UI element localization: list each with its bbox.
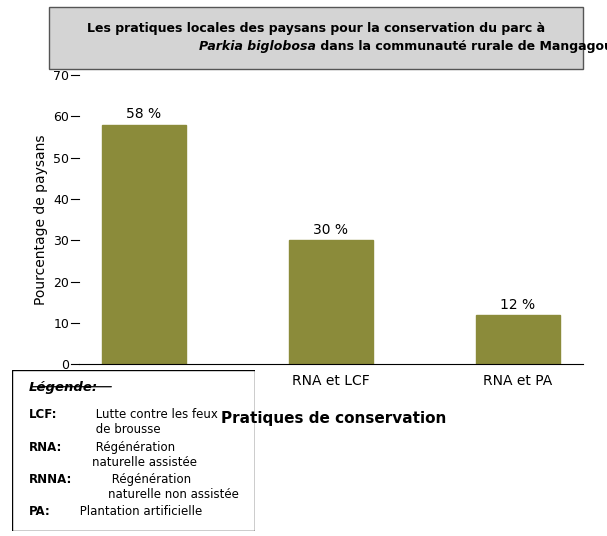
Text: Régénération
naturelle assistée: Régénération naturelle assistée — [92, 441, 197, 468]
Text: Lutte contre les feux
 de brousse: Lutte contre les feux de brousse — [92, 408, 218, 436]
Bar — [102, 125, 186, 364]
Text: Les pratiques locales des paysans pour la conservation du parc à: Les pratiques locales des paysans pour l… — [87, 22, 544, 35]
Text: RNA:: RNA: — [29, 441, 63, 453]
Text: 58 %: 58 % — [126, 107, 161, 121]
Text: Légende:: Légende: — [29, 381, 98, 394]
Text: Pratiques de conservation: Pratiques de conservation — [221, 411, 447, 426]
FancyBboxPatch shape — [12, 370, 255, 531]
Bar — [476, 315, 560, 364]
Text: dans la communauté rurale de Mangagoulack (n=60): dans la communauté rurale de Mangagoulac… — [316, 40, 607, 53]
Bar — [289, 241, 373, 364]
Text: 30 %: 30 % — [313, 223, 348, 237]
Text: Plantation artificielle: Plantation artificielle — [76, 505, 203, 518]
Text: PA:: PA: — [29, 505, 51, 518]
Text: RNNA:: RNNA: — [29, 473, 72, 486]
Text: LCF:: LCF: — [29, 408, 58, 421]
Text: Parkia biglobosa: Parkia biglobosa — [198, 40, 316, 53]
Text: 12 %: 12 % — [500, 297, 535, 311]
Text: Régénération
naturelle non assistée: Régénération naturelle non assistée — [108, 473, 239, 501]
Y-axis label: Pourcentage de paysans: Pourcentage de paysans — [33, 135, 47, 305]
